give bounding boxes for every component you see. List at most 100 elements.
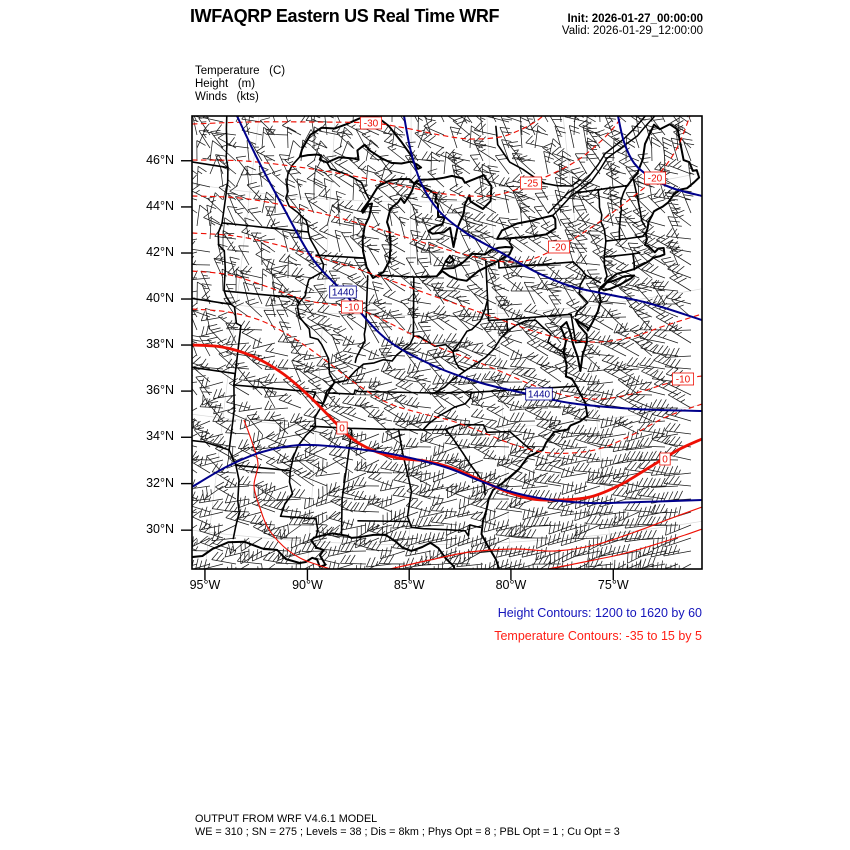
valid-time: Valid: 2026-01-29_12:00:00 [562, 25, 703, 38]
temperature-contour-legend: Temperature Contours: -35 to 15 by 5 [494, 628, 702, 643]
state-border [223, 290, 300, 304]
page-title: IWFAQRP Eastern US Real Time WRF [190, 6, 500, 26]
contour-label: -30 [359, 116, 382, 130]
contour-label: 0 [336, 421, 348, 435]
contour-labels-layer: 1440 1440 0 0 -10 -10 -20 -20 -25 -30 [329, 116, 695, 466]
contour-label: 1440 [525, 387, 553, 401]
contour-label: -20 [644, 171, 667, 185]
lat-tick-label: 40°N [146, 291, 174, 306]
init-value: 2026-01-27_00:00:00 [591, 12, 703, 25]
init-time: Init: 2026-01-27_00:00:00 [562, 13, 703, 26]
coastline [599, 274, 636, 292]
lon-tick-label: 80°W [495, 578, 527, 592]
model-info-footer: OUTPUT FROM WRF V4.6.1 MODEL WE = 310 ; … [195, 813, 620, 839]
temperature-contour [547, 528, 702, 569]
state-border [296, 231, 336, 384]
state-border [605, 231, 647, 242]
svg-text:0: 0 [339, 424, 345, 435]
state-border [315, 254, 365, 259]
state-border [221, 166, 229, 224]
contour-label: -10 [672, 372, 695, 386]
lake-outline [361, 178, 416, 279]
state-border [357, 520, 482, 537]
footer-line1: OUTPUT FROM WRF V4.6.1 MODEL [195, 813, 378, 825]
lat-tick-label: 34°N [146, 429, 174, 444]
temperature-contour [192, 343, 702, 502]
state-border [397, 428, 413, 523]
temperature-contour [192, 116, 691, 263]
state-border [597, 188, 608, 282]
contour-label: -10 [340, 300, 363, 314]
state-border [285, 155, 310, 233]
state-border [574, 274, 589, 317]
lake-outline [298, 116, 423, 170]
state-border [223, 290, 242, 386]
lat-tick-label: 38°N [146, 337, 174, 352]
map-inner: 1440 1440 0 0 -10 -10 -20 -20 -25 -30 [192, 116, 702, 569]
axis-ticks [181, 160, 614, 580]
lon-tick-label: 95°W [189, 578, 221, 592]
graticule-parallel [192, 288, 702, 317]
state-border [452, 350, 466, 372]
contour-label: 1440 [329, 285, 357, 299]
state-border [452, 298, 489, 353]
map-frame [191, 115, 703, 570]
temperature-contour [192, 232, 702, 343]
state-border [333, 335, 460, 384]
state-border [192, 297, 232, 306]
lake-outline [496, 214, 557, 240]
state-border [632, 253, 635, 271]
state-border [228, 384, 235, 451]
valid-value: 2026-01-29_12:00:00 [593, 25, 703, 38]
state-border [574, 184, 629, 194]
state-border [221, 222, 310, 233]
init-label: Init: [567, 12, 589, 25]
lat-tick-label: 36°N [146, 383, 174, 398]
geography-layer [192, 116, 701, 569]
river [551, 116, 656, 217]
temperature-contour [192, 308, 702, 454]
state-border [486, 298, 490, 322]
height-contours-layer [192, 116, 702, 505]
lon-tick-label: 85°W [393, 578, 425, 592]
graticule-meridian [562, 116, 614, 569]
field-list: Temperature (C) Height (m) Winds (kts) [195, 65, 285, 104]
svg-text:-10: -10 [345, 303, 360, 314]
state-border [192, 161, 229, 169]
state-border [570, 313, 577, 344]
state-border [315, 517, 319, 539]
state-border [326, 161, 370, 200]
lat-tick-label: 46°N [146, 152, 174, 167]
height-contour-legend: Height Contours: 1200 to 1620 by 60 [497, 606, 702, 620]
lat-tick-label: 42°N [146, 245, 174, 259]
graticule-layer [192, 116, 702, 569]
state-border [328, 389, 473, 395]
height-contour [403, 116, 702, 321]
state-border [225, 116, 229, 169]
graticule-meridian [204, 116, 260, 569]
lat-tick-label: 44°N [146, 198, 174, 213]
svg-text:-10: -10 [676, 375, 691, 386]
height-contour [192, 443, 702, 505]
state-border [585, 274, 601, 284]
temperature-contours-layer [192, 116, 702, 569]
contour-legend: Height Contours: 1200 to 1620 by 60 Temp… [494, 602, 702, 647]
temperature-contour [389, 506, 702, 569]
graticule-meridian [486, 116, 512, 569]
state-border [340, 427, 353, 536]
contour-label: 0 [659, 452, 671, 466]
graticule-parallel [192, 404, 702, 431]
lon-tick-label: 90°W [292, 578, 323, 592]
lon-tick-label: 75°W [597, 578, 629, 592]
state-border [192, 439, 230, 451]
svg-text:-20: -20 [648, 174, 663, 185]
footer-line2: WE = 310 ; SN = 275 ; Levels = 38 ; Dis … [195, 826, 620, 838]
state-border [279, 515, 317, 520]
state-border [632, 177, 646, 228]
wind-barbs-layer [192, 116, 699, 569]
state-border [497, 261, 587, 276]
river [508, 237, 514, 249]
contour-label: -20 [548, 240, 571, 254]
state-border [232, 464, 240, 540]
